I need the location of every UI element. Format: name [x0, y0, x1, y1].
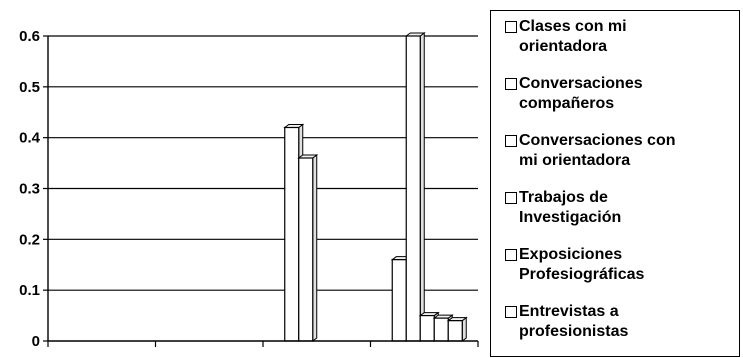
bar: [447, 320, 463, 342]
legend-item-3: Conversaciones con mi orientadora: [505, 131, 737, 171]
bar: [298, 157, 314, 342]
y-tick-label: 0.4: [19, 130, 41, 147]
legend-label: Conversaciones compañeros: [519, 75, 643, 112]
legend: Clases con mi orientadora Conversaciones…: [490, 10, 740, 357]
legend-item-6: Entrevistas a profesionistas: [505, 302, 737, 342]
legend-label: Clases con mi orientadora: [519, 18, 627, 55]
legend-label: Trabajos de Investigación: [519, 189, 622, 226]
bar: [391, 259, 407, 342]
legend-swatch-icon: [505, 249, 517, 261]
bar-side: [419, 32, 425, 342]
legend-swatch-icon: [505, 192, 517, 204]
legend-swatch-icon: [505, 135, 517, 147]
bar: [405, 35, 421, 342]
legend-item-5: Exposiciones Profesiográficas: [505, 245, 737, 285]
legend-swatch-icon: [505, 21, 517, 33]
y-tick-label: 0: [32, 333, 40, 350]
axes: 0 0.1 0.2 0.3 0.4 0.5 0.6: [19, 28, 479, 350]
bar-side: [461, 316, 467, 342]
y-tick-label: 0.3: [19, 181, 40, 198]
bar: [433, 317, 449, 342]
bar: [284, 126, 300, 342]
legend-item-2: Conversaciones compañeros: [505, 74, 737, 114]
y-tick-label: 0.6: [19, 28, 40, 45]
legend-item-4: Trabajos de Investigación: [505, 188, 737, 228]
legend-label: Conversaciones con mi orientadora: [519, 132, 676, 169]
bar: [419, 314, 435, 342]
bars: [283, 32, 468, 342]
legend-swatch-icon: [505, 78, 517, 90]
legend-swatch-icon: [505, 306, 517, 318]
legend-label: Entrevistas a profesionistas: [519, 303, 629, 340]
y-tick-label: 0.1: [19, 282, 40, 299]
y-tick-label: 0.2: [19, 231, 40, 248]
legend-item-1: Clases con mi orientadora: [505, 17, 737, 57]
bar-side: [312, 154, 318, 342]
y-tick-label: 0.5: [19, 79, 40, 96]
legend-label: Exposiciones Profesiográficas: [519, 246, 645, 283]
